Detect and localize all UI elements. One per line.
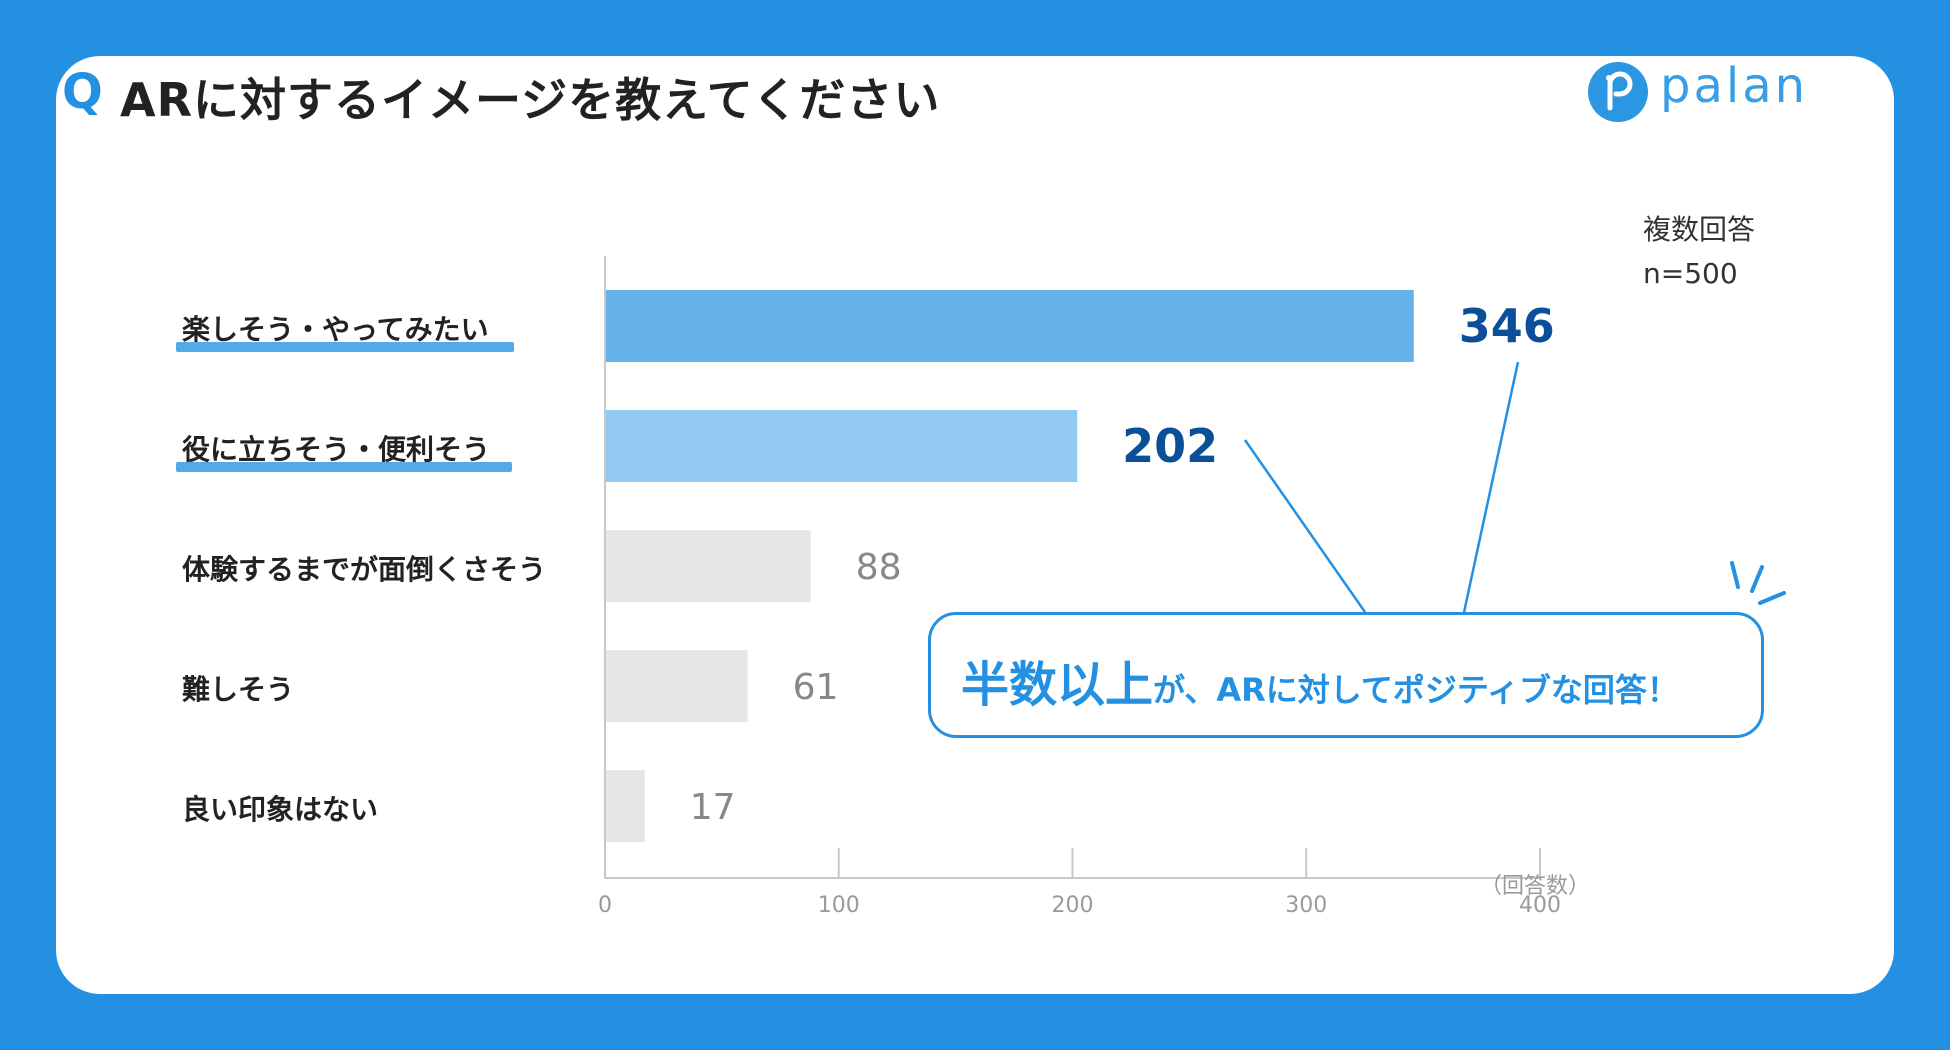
bar — [606, 290, 1414, 362]
x-tick-label: 0 — [598, 893, 612, 918]
category-label: 体験するまでが面倒くさそう — [182, 553, 547, 586]
bar — [606, 650, 748, 722]
x-tick-label: 100 — [818, 893, 860, 918]
question-mark: Q — [62, 64, 103, 120]
x-axis-unit-label: （回答数） — [1480, 874, 1591, 899]
category-label: 難しそう — [182, 673, 295, 706]
palan-logo: palan — [1588, 58, 1805, 128]
callout-emphasis: 半数以上 — [961, 657, 1154, 713]
category-label: 楽しそう・やってみたい — [182, 313, 489, 346]
note-multiple-answers: 複数回答 — [1643, 213, 1756, 246]
chart-card — [56, 56, 1894, 994]
bar — [606, 770, 645, 842]
bar — [606, 530, 811, 602]
category-label: 役に立ちそう・便利そう — [182, 433, 491, 466]
data-label: 202 — [1122, 419, 1218, 473]
survey-note: 複数回答 n=500 — [1643, 208, 1755, 296]
data-label: 17 — [690, 787, 736, 828]
sparkle-icon — [1730, 561, 1786, 605]
category-underline — [176, 462, 512, 472]
callout-text: 半数以上が、ARに対してポジティブな回答！ — [961, 645, 1679, 715]
category-label: 良い印象はない — [182, 793, 379, 826]
x-tick-label: 300 — [1285, 893, 1327, 918]
callout-rest: が、ARに対してポジティブな回答！ — [1153, 671, 1679, 709]
callout-box: 半数以上が、ARに対してポジティブな回答！ — [928, 612, 1764, 738]
bar — [606, 410, 1078, 482]
page-title: ARに対するイメージを教えてください — [120, 73, 941, 127]
data-label: 88 — [856, 547, 902, 588]
data-label: 61 — [793, 667, 839, 708]
x-tick-label: 400 — [1519, 893, 1561, 918]
category-underline — [176, 342, 514, 352]
note-sample-size: n=500 — [1643, 257, 1738, 290]
data-label: 346 — [1459, 299, 1555, 353]
palan-logo-icon — [1588, 62, 1648, 122]
palan-logo-text: palan — [1660, 58, 1809, 114]
x-tick-label: 200 — [1052, 893, 1094, 918]
